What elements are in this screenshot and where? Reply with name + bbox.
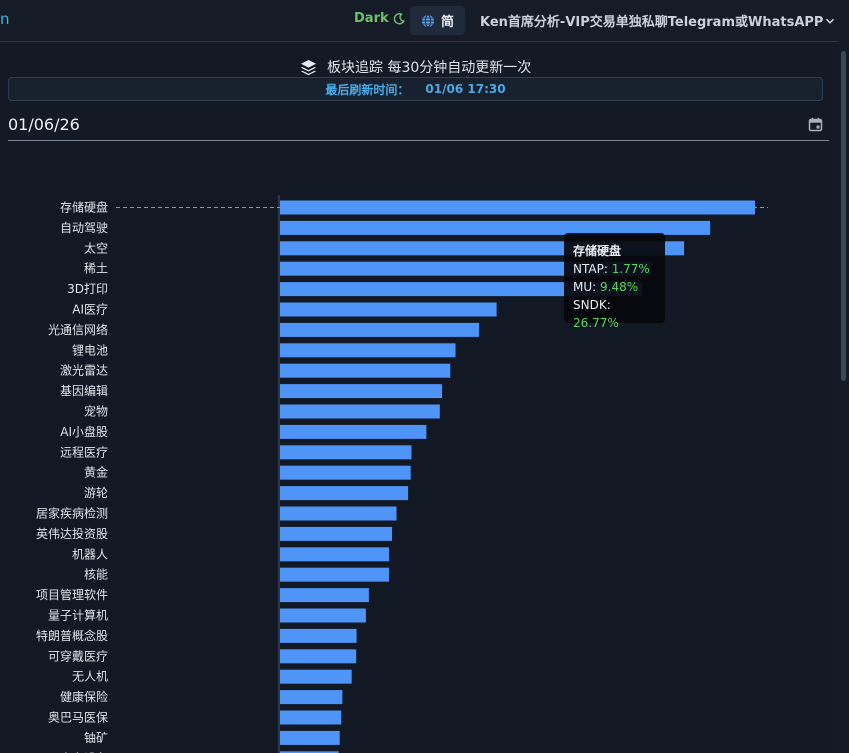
- bar[interactable]: [280, 526, 393, 541]
- last-refresh-label: 最后刷新时间：: [325, 82, 410, 97]
- bar[interactable]: [280, 220, 711, 235]
- bar[interactable]: [280, 567, 390, 582]
- chart-tooltip: 存储硬盘 NTAP: 1.77% MU: 9.48% SNDK: 26.77%: [564, 233, 665, 330]
- bar[interactable]: [280, 710, 342, 725]
- bar[interactable]: [280, 649, 357, 664]
- category-label: 太空: [84, 240, 108, 255]
- tooltip-row-sndk: SNDK: 26.77%: [573, 298, 619, 330]
- bar[interactable]: [280, 730, 340, 745]
- sector-tracker-title: 板块追踪 每30分钟自动更新一次: [327, 60, 532, 76]
- calendar-icon[interactable]: [808, 117, 823, 132]
- category-label: 核能: [84, 568, 108, 582]
- category-label: 居家疾病检测: [36, 506, 108, 521]
- bar[interactable]: [280, 445, 412, 460]
- category-label: 锂电池: [72, 342, 108, 357]
- category-label: AI小盘股: [60, 424, 108, 439]
- bar[interactable]: [280, 302, 497, 317]
- date-input[interactable]: 01/06/26: [8, 109, 829, 141]
- bar[interactable]: [280, 404, 440, 419]
- category-label: 稀土: [84, 262, 108, 276]
- bar-chart-svg: 存储硬盘自动驾驶太空稀土3D打印AI医疗光通信网络锂电池激光雷达基因编辑宠物AI…: [36, 195, 768, 753]
- category-label: 电力设备: [60, 751, 108, 753]
- category-label: 健康保险: [60, 689, 108, 704]
- theme-toggle[interactable]: Dark: [354, 11, 405, 26]
- bar[interactable]: [280, 690, 343, 705]
- bar[interactable]: [280, 547, 390, 562]
- bar[interactable]: [280, 343, 456, 358]
- bar[interactable]: [280, 384, 443, 399]
- category-label: 量子计算机: [48, 608, 108, 623]
- bar[interactable]: [280, 465, 411, 480]
- top-bar: n Dark 简 Ken首席分析-VIP交易单独私聊Telegram或Whats…: [0, 0, 849, 42]
- category-label: 可穿戴医疗: [48, 648, 108, 663]
- bar[interactable]: [280, 506, 397, 521]
- category-label: 奥巴马医保: [48, 711, 108, 725]
- category-label: 激光雷达: [60, 364, 108, 378]
- category-label: 游轮: [84, 486, 108, 500]
- brand-logo-fragment[interactable]: n: [0, 10, 10, 28]
- category-label: 无人机: [72, 670, 108, 684]
- category-label: 基因编辑: [60, 383, 108, 398]
- layers-icon: [301, 59, 316, 75]
- chevron-down-icon: [826, 18, 835, 24]
- page-scrollbar[interactable]: [838, 41, 849, 753]
- category-label: 宠物: [84, 404, 108, 419]
- language-button[interactable]: 简: [410, 6, 465, 35]
- bar[interactable]: [280, 424, 427, 439]
- bar[interactable]: [280, 751, 339, 753]
- account-label: Ken首席分析-VIP交易单独私聊Telegram或WhatsAPP: [480, 15, 824, 30]
- category-label: 英伟达投资股: [36, 526, 108, 541]
- category-label: 自动驾驶: [60, 220, 108, 235]
- language-label: 简: [440, 15, 454, 30]
- globe-icon: [421, 14, 434, 27]
- theme-label: Dark: [354, 11, 389, 26]
- sector-bar-chart: 存储硬盘 自动驾驶 太空 稀土 3D打印 AI医疗 光通信网络 锂电池 激光雷达 基因编辑 宠物 AI…: [8, 155, 829, 753]
- category-label: 项目管理软件: [36, 587, 108, 602]
- bar[interactable]: [280, 486, 409, 501]
- category-label: 3D打印: [67, 282, 108, 296]
- category-label: 特朗普概念股: [36, 628, 108, 643]
- moon-icon: [393, 12, 405, 24]
- tooltip-row-ntap: NTAP: 1.77%: [573, 262, 650, 276]
- last-refresh-time: 01/06 17:30: [425, 82, 506, 96]
- bar[interactable]: [280, 669, 352, 684]
- tooltip-title: 存储硬盘: [573, 244, 622, 258]
- bar[interactable]: [280, 628, 357, 643]
- category-label: 铀矿: [84, 731, 108, 745]
- bar[interactable]: [280, 588, 369, 603]
- bar[interactable]: [280, 200, 755, 215]
- scrollbar-thumb[interactable]: [841, 51, 846, 381]
- bar[interactable]: [280, 282, 643, 297]
- category-label: 存储硬盘: [60, 200, 108, 215]
- sector-tracker-header: 板块追踪 每30分钟自动更新一次: [300, 57, 531, 77]
- category-label: 黄金: [84, 465, 108, 480]
- bar[interactable]: [280, 363, 451, 378]
- last-refresh-bar: 最后刷新时间： 01/06 17:30: [8, 77, 823, 101]
- category-label: 光通信网络: [48, 322, 108, 337]
- bar[interactable]: [280, 322, 480, 337]
- account-menu[interactable]: Ken首席分析-VIP交易单独私聊Telegram或WhatsAPP: [480, 11, 835, 30]
- category-label: AI医疗: [72, 303, 108, 317]
- tooltip-row-mu: MU: 9.48%: [573, 280, 639, 294]
- category-label: 远程医疗: [60, 444, 108, 459]
- bar[interactable]: [280, 608, 366, 623]
- date-value: 01/06/26: [8, 115, 80, 134]
- category-label: 机器人: [72, 547, 108, 561]
- bar[interactable]: [280, 261, 652, 276]
